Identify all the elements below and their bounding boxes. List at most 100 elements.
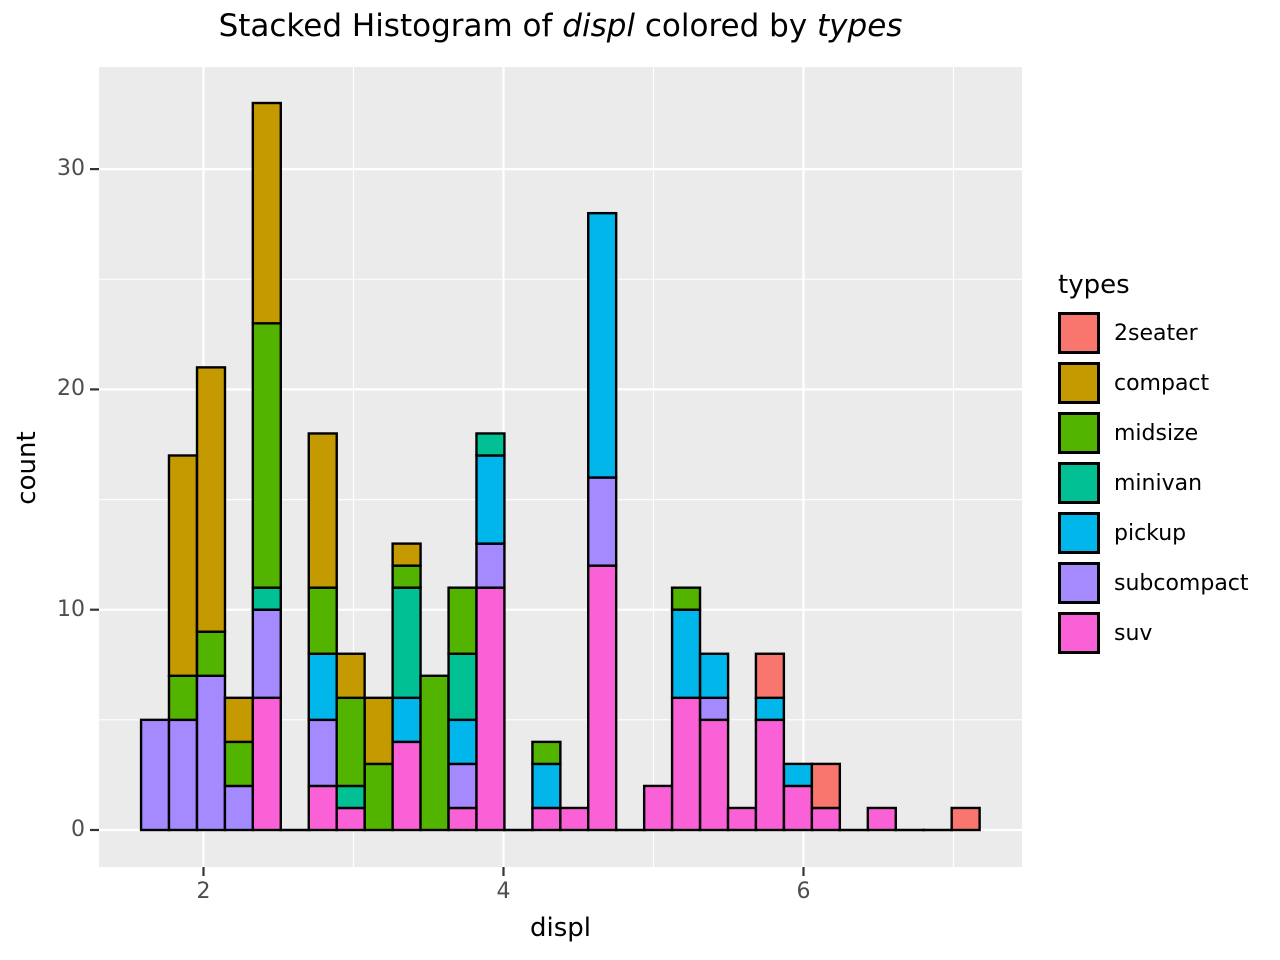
legend-title: types	[1058, 270, 1130, 300]
legend-label: minivan	[1114, 470, 1203, 496]
bar-segment-compact	[251, 101, 282, 325]
chart-title-segment: types	[817, 8, 903, 44]
bar-segment-compact	[307, 432, 338, 589]
legend-label: pickup	[1114, 520, 1187, 546]
bar-segment-pickup	[307, 652, 338, 722]
bar-segment-suv	[642, 784, 674, 832]
bar-segment-suv	[670, 696, 702, 832]
bar-segment-compact	[167, 454, 199, 677]
legend-label: midsize	[1114, 420, 1199, 446]
bar-segment-subcompact	[587, 476, 618, 567]
legend-label: compact	[1114, 370, 1210, 396]
bar-segment-subcompact	[307, 718, 338, 788]
bar-segment-suv	[754, 718, 786, 832]
legend-label: 2seater	[1114, 320, 1198, 346]
bar-segment-midsize	[363, 762, 394, 832]
x-tick-label: 2	[196, 879, 211, 904]
bar-segment-2seater	[754, 652, 786, 700]
bar-segment-pickup	[670, 608, 702, 700]
chart-title: Stacked Histogram of displ colored by ty…	[99, 8, 1022, 44]
bar-segment-subcompact	[698, 696, 730, 722]
bar-segment-compact	[195, 366, 227, 633]
bar-segment-suv	[335, 806, 366, 832]
bar-segment-midsize	[335, 696, 366, 788]
bar-segment-pickup	[587, 211, 618, 479]
bar-segment-subcompact	[223, 784, 255, 832]
bar-segment-midsize	[670, 586, 702, 611]
bar-segment-midsize	[447, 586, 478, 655]
legend-swatch-2seater	[1058, 312, 1100, 354]
chart-title-segment: colored by	[635, 8, 818, 44]
legend-swatch-pickup	[1058, 512, 1100, 554]
x-tick-label: 4	[496, 879, 511, 904]
bar-segment-compact	[335, 652, 366, 700]
bar-segment-midsize	[391, 564, 422, 589]
bar-segment-suv	[251, 696, 282, 832]
bar-segment-pickup	[698, 652, 730, 700]
bar-segment-suv	[810, 806, 842, 832]
y-tick-label: 30	[57, 156, 85, 182]
legend-label: suv	[1114, 620, 1153, 646]
legend-swatch-suv	[1058, 612, 1100, 654]
legend-entry-pickup: pickup	[1058, 512, 1249, 554]
legend-entry-minivan: minivan	[1058, 462, 1249, 504]
bar-segment-suv	[531, 806, 562, 832]
legend-label: subcompact	[1114, 570, 1249, 596]
bar-segment-pickup	[754, 696, 786, 722]
bar-segment-suv	[782, 784, 814, 832]
bar-segment-subcompact	[139, 718, 171, 832]
bar-segment-minivan	[391, 586, 422, 700]
bar-segment-minivan	[335, 784, 366, 810]
bar-segment-subcompact	[447, 762, 478, 810]
legend-entries: 2seater compact midsize minivan pickup subcom…	[1058, 312, 1249, 654]
bar-segment-minivan	[251, 586, 282, 611]
bar-segment-minivan	[475, 432, 506, 457]
x-axis-title: displ	[529, 913, 591, 943]
bar-segment-suv	[307, 784, 338, 832]
bar-segment-subcompact	[251, 608, 282, 700]
bar-segment-midsize	[307, 586, 338, 655]
legend-entry-subcompact: subcompact	[1058, 562, 1249, 604]
legend-entry-compact: compact	[1058, 362, 1249, 404]
bar-segment-pickup	[782, 762, 814, 788]
bar-segment-2seater	[810, 762, 842, 810]
bar-segment-subcompact	[475, 542, 506, 589]
bar-segment-midsize	[251, 322, 282, 589]
legend-swatch-subcompact	[1058, 562, 1100, 604]
legend-entry-midsize: midsize	[1058, 412, 1249, 454]
bar-segment-minivan	[447, 652, 478, 722]
legend-swatch-midsize	[1058, 412, 1100, 454]
bar-segment-suv	[587, 564, 618, 832]
legend-entry-suv: suv	[1058, 612, 1249, 654]
bar-segment-subcompact	[167, 718, 199, 832]
bar-segment-pickup	[447, 718, 478, 766]
bar-segment-midsize	[195, 630, 227, 677]
bar-segment-suv	[475, 586, 506, 832]
bar-segment-suv	[447, 806, 478, 832]
chart-title-segment: Stacked Histogram of	[218, 8, 563, 44]
y-axis-title: count	[12, 431, 42, 505]
bar-segment-suv	[866, 806, 897, 832]
bar-segment-pickup	[391, 696, 422, 744]
bar-segment-midsize	[167, 674, 199, 722]
legend: types 2seater compact midsize minivan pickup…	[1058, 270, 1249, 662]
x-tick-label: 6	[796, 879, 811, 904]
bar-segment-midsize	[531, 740, 562, 766]
bar-segment-2seater	[950, 806, 981, 832]
bar-segment-suv	[726, 806, 758, 832]
bar-segment-pickup	[475, 454, 506, 545]
bar-segment-compact	[363, 696, 394, 766]
bar-segment-compact	[391, 542, 422, 567]
y-tick-label: 20	[57, 376, 85, 402]
bar-segment-pickup	[531, 762, 562, 810]
chart-title-segment: displ	[562, 8, 636, 44]
legend-entry-2seater: 2seater	[1058, 312, 1249, 354]
y-tick-label: 10	[57, 596, 85, 622]
bar-segment-suv	[391, 740, 422, 832]
bar-segment-subcompact	[195, 674, 227, 832]
legend-swatch-compact	[1058, 362, 1100, 404]
bar-segment-suv	[698, 718, 730, 832]
bar-segment-midsize	[223, 740, 255, 788]
